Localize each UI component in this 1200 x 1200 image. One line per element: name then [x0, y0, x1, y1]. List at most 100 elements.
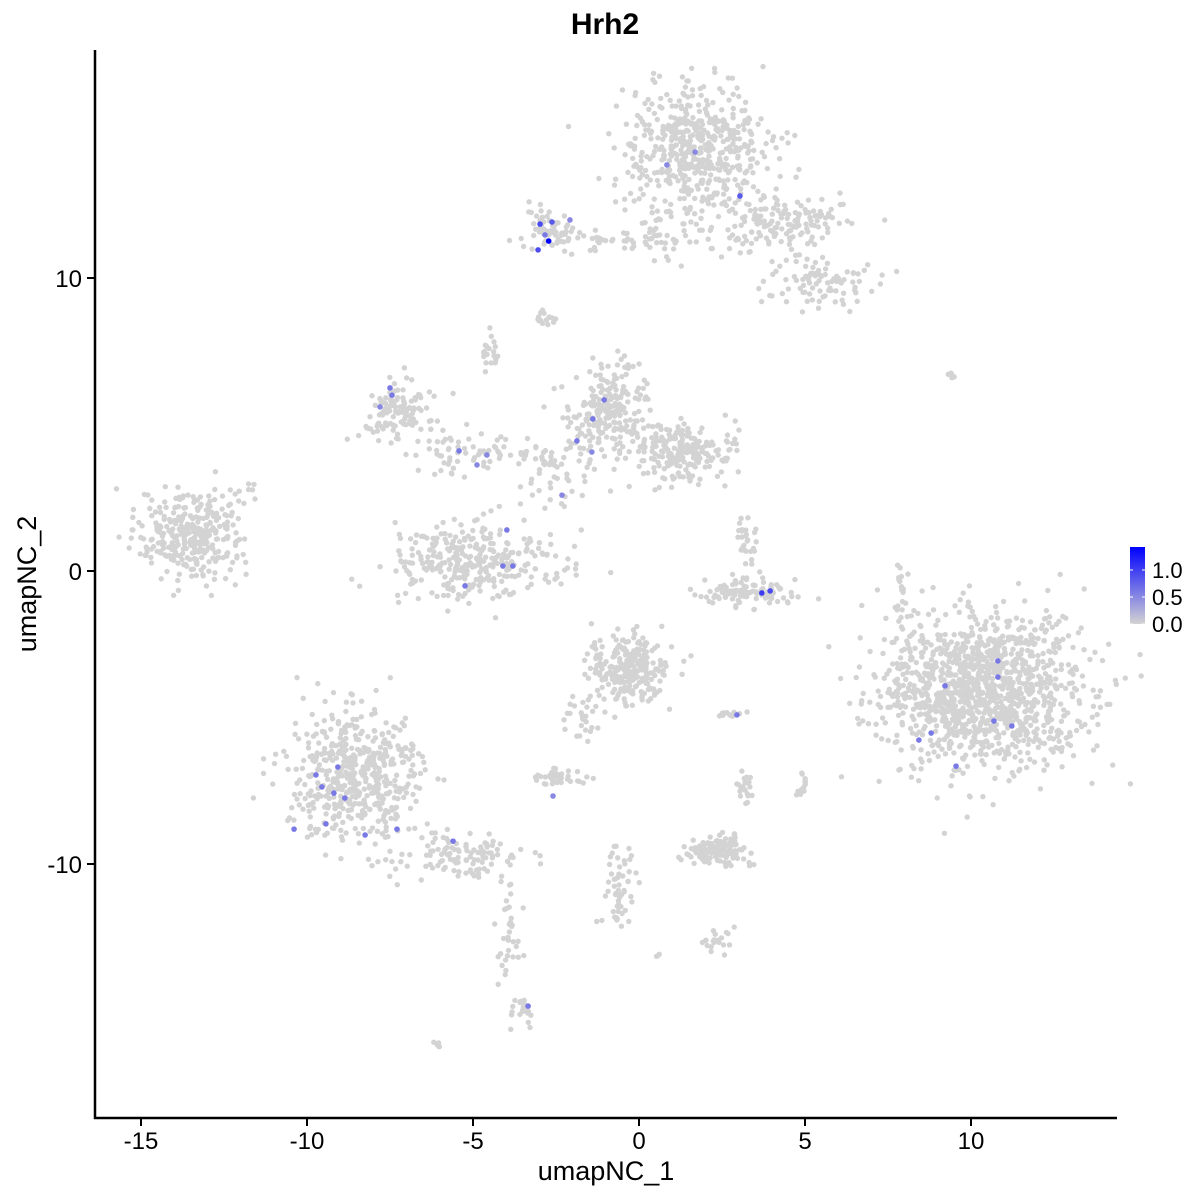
cell-point: [681, 129, 687, 135]
cell-point: [147, 505, 153, 512]
cell-point: [392, 866, 399, 872]
cell-point: [399, 851, 405, 857]
cell-point: [629, 431, 635, 437]
cell-point: [619, 374, 625, 380]
cell-point: [918, 747, 924, 753]
cell-point: [446, 839, 452, 846]
cell-point: [986, 744, 992, 750]
cell-point: [785, 140, 791, 146]
cell-point: [971, 645, 977, 652]
cell-point: [558, 581, 564, 587]
cell-point: [1045, 662, 1052, 668]
cell-point: [698, 145, 704, 151]
cell-point: [423, 852, 430, 858]
cell-point: [432, 542, 438, 548]
cell-point: [324, 830, 330, 836]
cell-point: [1027, 671, 1034, 677]
cell-point: [542, 774, 548, 780]
cell-point: [609, 238, 615, 244]
cell-point: [291, 817, 297, 823]
cell-point: [691, 211, 698, 217]
cell-point: [496, 455, 503, 461]
cell-point: [300, 695, 306, 701]
cell-point: [617, 434, 623, 440]
cell-point: [687, 204, 693, 211]
cell-point: [490, 595, 496, 602]
cell-point: [943, 716, 949, 723]
cell-point: [163, 504, 169, 511]
cell-point: [614, 456, 620, 462]
cell-point: [707, 834, 713, 840]
cell-point: [814, 218, 820, 224]
cell-point: [362, 766, 369, 772]
cell-point: [625, 391, 631, 398]
cell-point: [966, 700, 972, 706]
cell-point: [787, 237, 793, 243]
cell-point: [314, 750, 320, 756]
cell-point: [517, 484, 524, 490]
cell-point: [632, 666, 638, 673]
cell-point: [941, 638, 947, 644]
cell-point: [1057, 571, 1063, 578]
cell-point: [426, 547, 433, 553]
cell-point: [694, 442, 700, 448]
cell-point: [477, 569, 483, 576]
cell-point: [478, 431, 484, 437]
cell-point: [651, 170, 658, 176]
cell-point: [1042, 671, 1049, 677]
cell-point: [198, 567, 204, 573]
cell-point: [647, 130, 654, 136]
cell-point: [611, 883, 617, 889]
cell-point: [565, 556, 571, 562]
cell-point: [1099, 657, 1106, 664]
cell-point: [402, 559, 409, 565]
cell-point: [415, 549, 422, 556]
cell-point: [584, 411, 590, 417]
cell-point: [483, 855, 489, 861]
cell-point: [545, 321, 551, 328]
cell-point: [900, 671, 906, 677]
cell-point: [508, 891, 514, 897]
cell-point: [867, 648, 873, 655]
cell-point: [601, 696, 607, 702]
cell-point: [573, 572, 579, 578]
cell-point: [681, 658, 687, 664]
cell-point: [507, 452, 514, 458]
cell-point: [1060, 636, 1066, 642]
cell-point: [718, 584, 725, 590]
cell-point: [388, 758, 394, 764]
cell-point: [285, 766, 291, 773]
cell-point: [197, 532, 203, 539]
cell-point: [838, 280, 844, 286]
cell-point: [962, 734, 968, 740]
cell-point: [1023, 729, 1029, 735]
cell-point: [380, 757, 386, 763]
cell-point: [654, 240, 660, 246]
cell-point: [384, 410, 390, 416]
cell-point: [630, 363, 636, 370]
cell-point: [705, 198, 711, 204]
cell-point: [908, 654, 914, 660]
cell-point: [429, 865, 436, 871]
cell-point: [786, 228, 792, 234]
cell-point: [627, 670, 633, 677]
cell-point: [988, 648, 994, 654]
cell-point: [747, 156, 754, 162]
cell-point: [345, 763, 351, 770]
cell-point: [402, 421, 408, 428]
cell-point: [779, 135, 785, 141]
cell-point: [771, 233, 778, 239]
cell-point: [402, 407, 408, 413]
cell-point: [660, 671, 666, 677]
cell-point: [176, 494, 182, 500]
cell-point: [271, 760, 278, 767]
cell-point: [1018, 758, 1024, 764]
cell-point: [959, 633, 966, 639]
cell-point: [613, 637, 619, 643]
cell-point: [404, 863, 410, 869]
cell-point: [614, 362, 621, 368]
cell-point: [720, 178, 726, 184]
cell-point: [606, 131, 612, 137]
cell-point: [481, 463, 487, 469]
cell-point: [639, 655, 645, 662]
